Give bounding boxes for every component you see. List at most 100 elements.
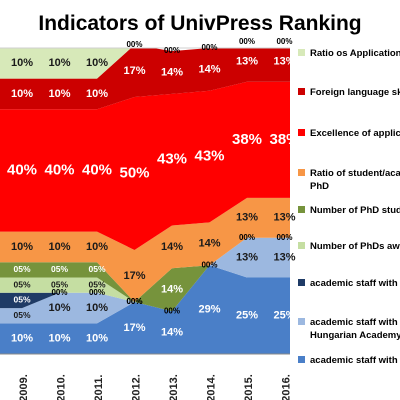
area-series-3 [0,237,290,312]
data-label: 00% [164,46,180,55]
data-label: 05% [88,279,105,289]
data-label: 05% [13,310,30,320]
area-series-7 [0,81,290,250]
data-labels: 10% 10% 10% 17% 14% 29% 25% 25% 05% 10% 10% 00% 00% 1… [7,37,300,345]
data-label: 10% [48,57,70,69]
data-label: 00% [126,297,142,306]
data-label: 00% [201,260,217,269]
data-label: 10% [86,57,108,69]
data-label: 10% [48,88,70,100]
x-tick-label: 2010. [55,374,67,400]
data-label: 05% [13,295,30,305]
x-tick-label: 2013. [168,374,180,400]
legend-label: Number of PhD stude [310,205,400,216]
data-label: 10% [11,333,33,345]
legend-swatch [298,242,305,249]
data-label: 05% [13,279,30,289]
data-label: 10% [11,57,33,69]
x-tick-label: 2011. [93,375,105,400]
data-label: 13% [273,212,295,224]
data-label: 00% [239,233,255,242]
area-series-6 [0,197,290,302]
legend: Ratio os Application's Foreign language s… [298,48,400,366]
legend-item: academic staff with P [298,355,400,366]
data-label: 10% [86,333,108,345]
legend-swatch [298,88,305,95]
data-label: 14% [198,63,220,75]
data-label: 40% [82,161,112,178]
legend-item: academic staff with d Hungarian Academy o [298,317,400,341]
data-label: 14% [161,326,183,338]
chart-title: Indicators of UnivPress Ranking [38,12,361,35]
data-label: 13% [236,56,258,68]
area-series-2 [0,237,290,324]
data-label: 13% [236,212,258,224]
data-label: 05% [88,264,105,274]
area-series-9 [0,48,210,79]
data-label: 17% [123,65,145,77]
legend-item: academic staff with " [298,278,400,289]
data-label: 43% [194,148,224,165]
data-label: 13% [236,252,258,264]
x-tick-label: 2014. [205,374,217,400]
plot-area [0,47,290,354]
legend-swatch [298,318,305,325]
legend-swatch [298,356,305,363]
data-label: 40% [44,161,74,178]
data-label: 38% [232,131,262,148]
legend-label: Ratio of student/aca PhD [310,168,400,192]
x-tick-label: 2015. [243,374,255,400]
legend-label: Number of PhDs awa [310,241,400,252]
data-label: 17% [123,322,145,334]
data-label: 40% [7,161,37,178]
data-label: 00% [276,37,292,46]
data-label: 17% [123,270,145,282]
data-label: 00% [126,40,142,49]
data-label: 00% [239,37,255,46]
legend-swatch [298,279,305,286]
data-label: 14% [198,238,220,250]
legend-swatch [298,169,305,176]
data-label: 29% [198,304,220,316]
legend-item: Number of PhDs awa [298,241,400,252]
data-label: 25% [273,310,295,322]
data-label: 00% [164,306,180,315]
data-label: 05% [51,264,68,274]
x-tick-label: 2012. [130,374,142,400]
legend-swatch [298,129,305,136]
data-label: 10% [48,302,70,314]
legend-swatch [298,49,305,56]
data-label: 10% [86,241,108,253]
legend-item: Number of PhD stude [298,205,400,216]
data-label: 00% [276,233,292,242]
data-label: 38% [269,131,299,148]
x-axis: 2009. 2010. 2011. 2012. 2013. 2014. 2015. 2016. [0,353,292,400]
data-label: 14% [161,241,183,253]
x-tick-label: 2009. [18,374,30,400]
legend-item: Ratio os Application's [298,48,400,59]
data-label: 43% [157,151,187,168]
legend-item: Ratio of student/aca PhD [298,168,400,192]
legend-item: Excellence of applican [298,128,400,139]
area-series-1 [0,265,290,354]
legend-swatch [298,206,305,213]
data-label: 14% [161,284,183,296]
legend-label: academic staff with d Hungarian Academy o [310,317,400,341]
area-series-5 [0,237,290,312]
legend-label: Foreign language skil [310,87,400,98]
legend-label: academic staff with P [310,355,400,366]
legend-label: Ratio os Application's [310,48,400,59]
legend-label: academic staff with " [310,278,400,289]
legend-item: Foreign language skil [298,87,400,98]
data-label: 05% [13,264,30,274]
legend-label: Excellence of applican [310,128,400,139]
data-label: 14% [161,66,183,78]
data-label: 05% [51,279,68,289]
data-label: 00% [51,288,67,297]
data-label: 10% [11,241,33,253]
data-label: 10% [11,88,33,100]
x-tick-label: 2016. [280,374,292,400]
data-label: 10% [48,241,70,253]
data-label: 13% [273,252,295,264]
